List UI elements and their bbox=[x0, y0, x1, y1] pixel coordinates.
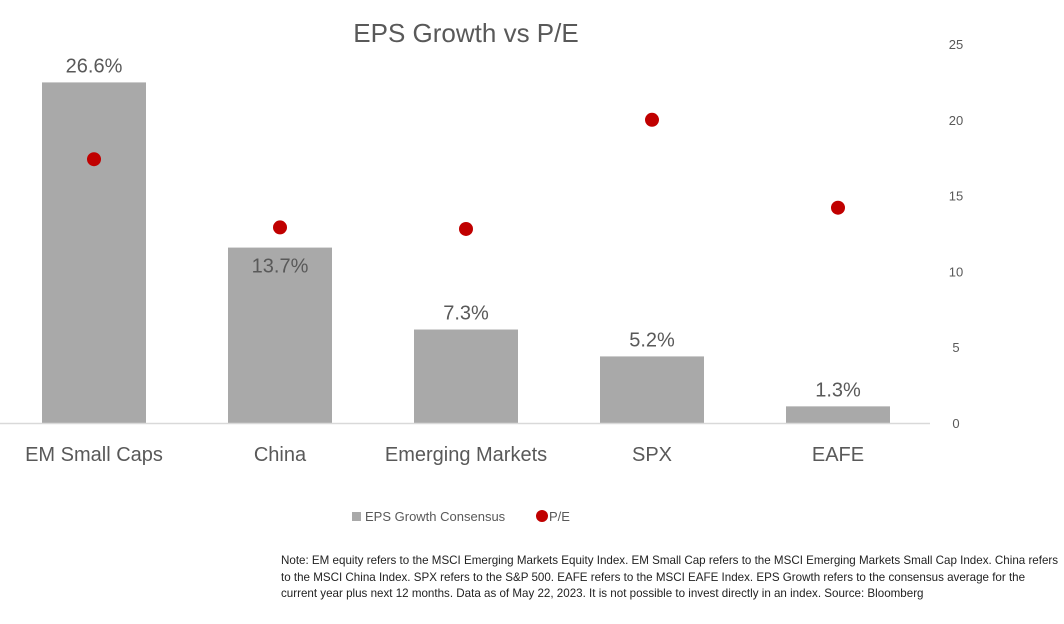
y-tick-label: 0 bbox=[952, 416, 959, 431]
bar-data-label: 5.2% bbox=[629, 329, 675, 351]
y-tick-label: 10 bbox=[949, 264, 963, 279]
bar-data-label: 1.3% bbox=[815, 379, 861, 401]
bar-emerging-markets bbox=[414, 329, 518, 423]
legend-label-eps: EPS Growth Consensus bbox=[365, 509, 506, 524]
right-y-axis: 0 5 10 15 20 25 bbox=[949, 37, 963, 431]
y-tick-label: 20 bbox=[949, 113, 963, 128]
bar-data-label: 13.7% bbox=[252, 256, 309, 278]
bar-data-label: 26.6% bbox=[66, 55, 123, 77]
pe-point-em-small-caps bbox=[87, 152, 101, 167]
pe-point-spx bbox=[645, 112, 659, 127]
bar-spx bbox=[600, 356, 704, 423]
dots-group bbox=[87, 112, 845, 236]
legend-label-pe: P/E bbox=[549, 509, 570, 524]
legend-dot-swatch bbox=[536, 510, 548, 522]
pe-point-emerging-markets bbox=[459, 221, 473, 236]
legend-bar-swatch bbox=[352, 512, 361, 521]
pe-point-china bbox=[273, 220, 287, 235]
chart: EPS Growth vs P/E 26.6% 13.7% 7.3% 5.2% 1.3%… bbox=[0, 18, 963, 524]
bar-data-label: 7.3% bbox=[443, 303, 489, 325]
chart-title: EPS Growth vs P/E bbox=[353, 18, 578, 48]
legend: EPS Growth Consensus P/E bbox=[352, 509, 570, 524]
y-tick-label: 15 bbox=[949, 189, 963, 204]
category-label: SPX bbox=[632, 444, 672, 466]
x-axis-labels: EM Small Caps China Emerging Markets SPX EAF… bbox=[25, 444, 864, 466]
pe-point-eafe bbox=[831, 200, 845, 215]
bar-em-small-caps bbox=[42, 82, 146, 423]
footnote: Note: EM equity refers to the MSCI Emerg… bbox=[281, 554, 1059, 600]
category-label: EM Small Caps bbox=[25, 444, 163, 466]
bars-group: 26.6% 13.7% 7.3% 5.2% 1.3% bbox=[42, 55, 890, 423]
y-tick-label: 5 bbox=[952, 340, 959, 355]
bar-eafe bbox=[786, 406, 890, 423]
y-tick-label: 25 bbox=[949, 37, 963, 52]
category-label: China bbox=[254, 444, 307, 466]
category-label: EAFE bbox=[812, 444, 864, 466]
category-label: Emerging Markets bbox=[385, 444, 547, 466]
bar-china bbox=[228, 247, 332, 423]
